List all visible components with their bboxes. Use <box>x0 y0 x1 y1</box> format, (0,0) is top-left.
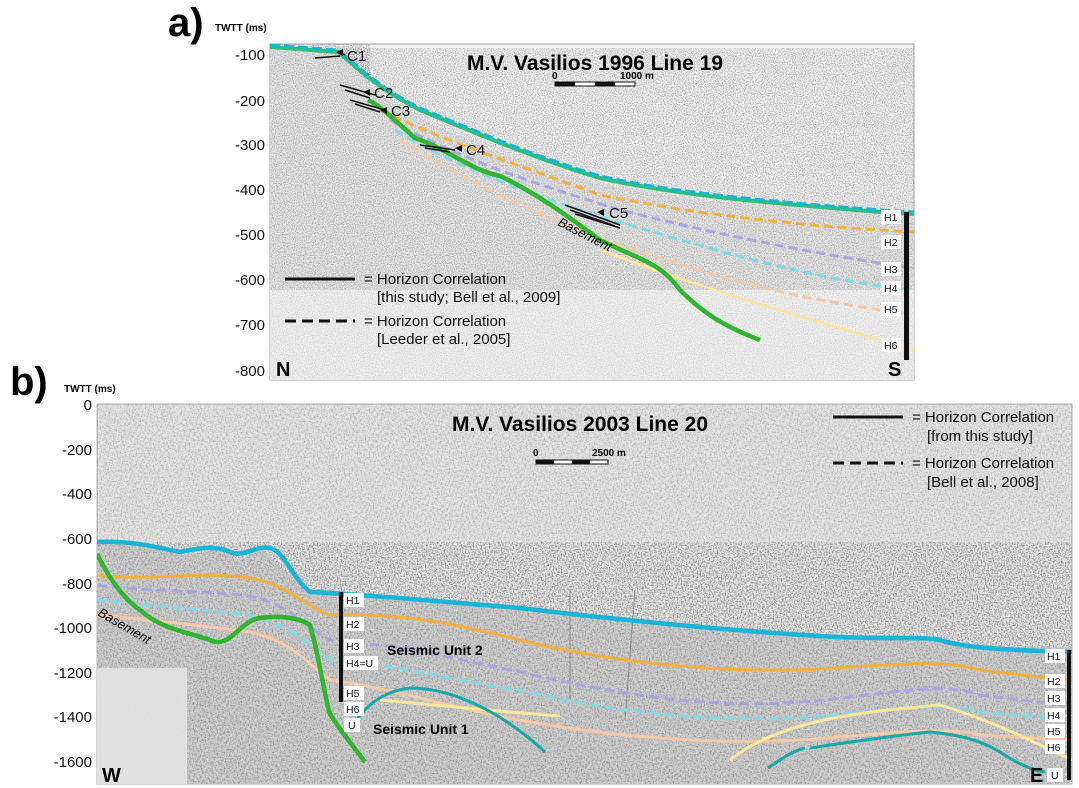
horizon-label: H4 <box>1047 710 1061 722</box>
horizon-label: H1 <box>346 595 360 607</box>
panel-b-scale-bar: 0 2500 m <box>533 448 626 465</box>
seafloor-horizon <box>97 539 1072 655</box>
callout-c5: C5 <box>609 205 628 222</box>
panel-b-compass-w: W <box>102 765 121 787</box>
panel-a-legend: = Horizon Correlation [this study; Bell … <box>285 271 560 348</box>
horizon-u-right <box>767 730 1046 774</box>
horizon-h4 <box>97 598 1072 722</box>
basement-horizon <box>366 97 761 343</box>
panel-b-legend: = Horizon Correlation [from this study] … <box>833 409 1054 491</box>
panel-b-right-labels: H1 H2 H3 H4 H5 H6 U <box>1045 649 1065 782</box>
legend-dashed-line1: = Horizon Correlation <box>364 313 506 330</box>
legend-dashed-line1: = Horizon Correlation <box>912 455 1054 472</box>
basement-horizon <box>97 552 367 764</box>
callout-c1: C1 <box>347 48 366 65</box>
horizon-label: H1 <box>884 212 898 224</box>
scale-end: 1000 m <box>620 71 654 82</box>
callout-c2: C2 <box>374 85 393 102</box>
y-tick: -400 <box>62 486 92 503</box>
scale-start: 0 <box>552 71 558 82</box>
horizon-label: H4=U <box>346 658 373 670</box>
panel-a-horizon-labels: H1 H2 H3 H4 H5 H6 <box>881 210 901 352</box>
horizon-label: H2 <box>346 619 360 631</box>
horizon-label: U <box>348 720 356 732</box>
y-tick: -1600 <box>54 754 92 771</box>
horizon-label: H5 <box>346 688 360 700</box>
legend-solid-line2: [this study; Bell et al., 2009] <box>377 289 560 306</box>
horizon-label: H4 <box>884 283 898 295</box>
legend-dashed-line2: [Leeder et al., 2005] <box>377 331 510 348</box>
panel-a-compass-s: S <box>888 359 901 381</box>
panel-b-y-ticks: 0 -200 -400 -600 -800 -1000 -1200 -1400 … <box>54 397 92 771</box>
callout-c4: C4 <box>466 142 485 159</box>
horizon-label: H3 <box>884 264 898 276</box>
horizon-label: H2 <box>884 237 898 249</box>
horizon-label: H5 <box>884 304 898 316</box>
panel-a-y-ticks: -100 -200 -300 -400 -500 -600 -700 -800 <box>235 47 265 380</box>
y-tick: -800 <box>62 576 92 593</box>
horizon-label: H6 <box>346 704 360 716</box>
legend-dashed-line2: [Bell et al., 2008] <box>927 474 1039 491</box>
horizon-label: H6 <box>1047 742 1061 754</box>
panel-a-axis-title: TWTT (ms) <box>215 23 267 34</box>
y-tick: -1400 <box>54 709 92 726</box>
panel-a-callouts: C1 C2 C3 C4 C5 <box>336 48 628 222</box>
y-tick: -1000 <box>54 620 92 637</box>
panel-b-mid-labels: H1 H2 H3 H4=U H5 H6 U <box>344 593 378 732</box>
legend-solid-line1: = Horizon Correlation <box>912 409 1054 426</box>
panel-a: a) TWTT (ms) -100 -200 -300 -400 -500 -6… <box>168 1 915 381</box>
horizon-label: H6 <box>884 340 898 352</box>
seafloor-horizon-h1 <box>270 45 914 216</box>
panel-a-scale-bar: 0 1000 m <box>552 71 654 87</box>
scale-end: 2500 m <box>592 448 626 459</box>
y-tick: -200 <box>62 442 92 459</box>
panel-b-compass-e: E <box>1030 765 1043 787</box>
y-tick: -1200 <box>54 665 92 682</box>
y-tick: -800 <box>235 363 265 380</box>
y-tick: -100 <box>235 47 265 64</box>
horizon-h2 <box>379 108 914 234</box>
horizon-h2 <box>97 573 1072 682</box>
horizon-h6 <box>379 698 1072 762</box>
horizon-label: U <box>1051 770 1059 782</box>
scale-start: 0 <box>533 448 539 459</box>
seismic-unit-1-label: Seismic Unit 1 <box>373 721 469 737</box>
horizon-h3 <box>97 583 1072 708</box>
horizon-u-left <box>353 686 547 754</box>
panel-a-seismic-section <box>270 44 914 380</box>
horizon-label: H3 <box>346 641 360 653</box>
horizon-label: H2 <box>1047 676 1061 688</box>
y-tick: 0 <box>84 397 92 414</box>
y-tick: -300 <box>235 137 265 154</box>
horizon-label: H1 <box>1047 651 1061 663</box>
panel-b-letter: b) <box>10 360 48 404</box>
panel-b-axis-title: TWTT (ms) <box>64 384 116 395</box>
panel-a-title: M.V. Vasilios 1996 Line 19 <box>467 52 723 75</box>
y-tick: -200 <box>235 93 265 110</box>
panel-b-right-well-bar <box>1067 650 1071 780</box>
horizon-h5 <box>97 613 1072 743</box>
seafloor-horizon <box>270 44 914 214</box>
panel-a-well-bar <box>904 212 909 360</box>
legend-solid-line2: [from this study] <box>927 428 1033 445</box>
legend-solid-line1: = Horizon Correlation <box>364 271 506 288</box>
y-tick: -400 <box>235 182 265 199</box>
y-tick: -700 <box>235 317 265 334</box>
panel-b-title: M.V. Vasilios 2003 Line 20 <box>452 413 708 436</box>
panel-a-letter: a) <box>168 1 204 45</box>
horizon-label: H3 <box>1047 693 1061 705</box>
horizon-h4 <box>394 128 914 292</box>
horizon-label: H5 <box>1047 726 1061 738</box>
panel-a-compass-n: N <box>276 359 290 381</box>
seismic-unit-2-label: Seismic Unit 2 <box>387 642 483 658</box>
y-tick: -500 <box>235 227 265 244</box>
y-tick: -600 <box>235 272 265 289</box>
callout-c3: C3 <box>391 103 410 120</box>
panel-b: b) TWTT (ms) 0 -200 -400 -600 -800 -1000… <box>10 360 1073 787</box>
y-tick: -600 <box>62 531 92 548</box>
panel-b-mid-well-bar <box>339 592 343 702</box>
horizon-h5 <box>399 138 914 316</box>
